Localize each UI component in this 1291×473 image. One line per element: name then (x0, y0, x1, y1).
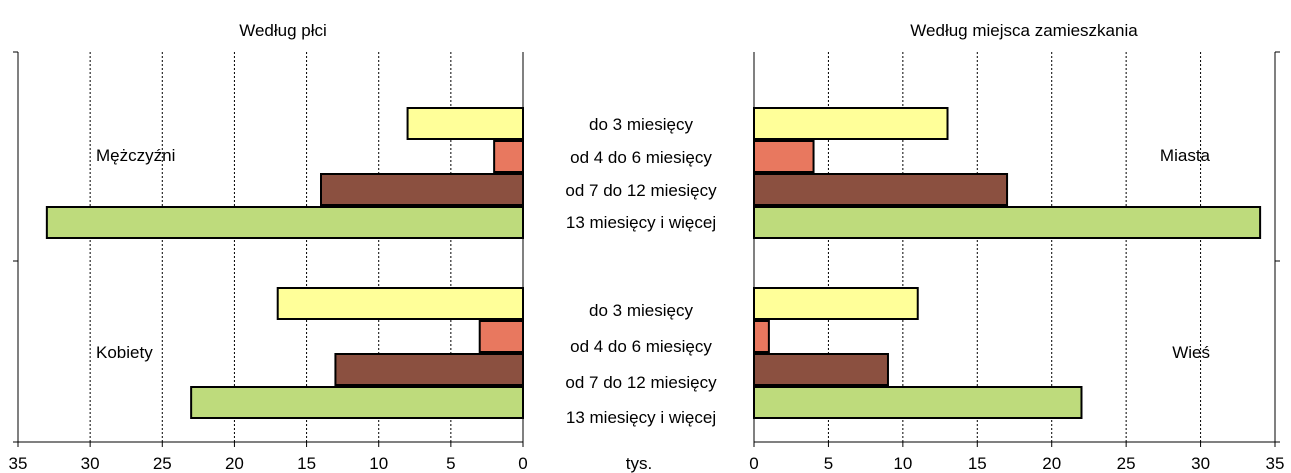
unit-label: tys. (626, 454, 652, 473)
left-x-tick-label: 35 (9, 454, 28, 473)
category-label: do 3 miesięcy (589, 301, 693, 320)
right-x-tick-label: 0 (749, 454, 758, 473)
left-chart-title: Według płci (239, 21, 327, 40)
right-x-tick-label: 5 (824, 454, 833, 473)
left-bar-mężczyźni-3 (320, 173, 524, 206)
category-label: od 4 do 6 miesięcy (570, 148, 712, 167)
left-group-label: Mężczyźni (96, 146, 175, 165)
left-group-label: Kobiety (96, 343, 153, 362)
left-bar-mężczyźni-4 (45, 206, 524, 239)
right-x-tick-label: 30 (1191, 454, 1210, 473)
left-bar-mężczyźni-1 (406, 107, 525, 140)
category-label: 13 miesięcy i więcej (566, 408, 716, 427)
left-bar-mężczyźni-2 (493, 140, 524, 173)
right-bar-wieś-3 (753, 353, 889, 386)
right-x-tick-label: 20 (1042, 454, 1061, 473)
left-x-tick-label: 10 (369, 454, 388, 473)
right-bar-wieś-2 (753, 320, 770, 353)
right-x-tick-label: 25 (1117, 454, 1136, 473)
right-bar-miasta-4 (753, 206, 1262, 239)
right-group-label: Wieś (1172, 343, 1210, 362)
left-bar-kobiety-1 (276, 287, 525, 320)
right-chart-plot: 0 5 10 15 20 25 30 35 Miasta Wieś (749, 51, 1285, 473)
left-x-tick-label: 15 (297, 454, 316, 473)
right-bar-miasta-2 (753, 140, 815, 173)
right-x-tick-label: 15 (968, 454, 987, 473)
right-bar-wieś-1 (753, 287, 919, 320)
right-bar-miasta-3 (753, 173, 1009, 206)
right-bar-miasta-1 (753, 107, 949, 140)
category-label: od 7 do 12 miesięcy (565, 373, 717, 392)
category-label: do 3 miesięcy (589, 115, 693, 134)
right-x-tick-label: 35 (1266, 454, 1285, 473)
left-bar-kobiety-4 (190, 386, 524, 419)
right-group-label: Miasta (1160, 146, 1211, 165)
left-bar-kobiety-3 (334, 353, 524, 386)
right-chart-title: Według miejsca zamieszkania (910, 21, 1138, 40)
right-x-tick-label: 10 (893, 454, 912, 473)
left-chart-plot: 35 30 25 20 15 10 5 0 Mężczyźni Kobiety (9, 51, 528, 473)
category-label: 13 miesięcy i więcej (566, 213, 716, 232)
left-x-tick-label: 0 (518, 454, 527, 473)
category-label: od 7 do 12 miesięcy (565, 181, 717, 200)
left-x-tick-label: 30 (81, 454, 100, 473)
left-bar-kobiety-2 (478, 320, 525, 353)
left-x-tick-label: 5 (446, 454, 455, 473)
category-labels: do 3 miesięcy od 4 do 6 miesięcy od 7 do 1… (565, 115, 717, 427)
category-label: od 4 do 6 miesięcy (570, 337, 712, 356)
left-x-tick-label: 25 (153, 454, 172, 473)
right-bar-wieś-4 (753, 386, 1083, 419)
left-x-tick-label: 20 (225, 454, 244, 473)
